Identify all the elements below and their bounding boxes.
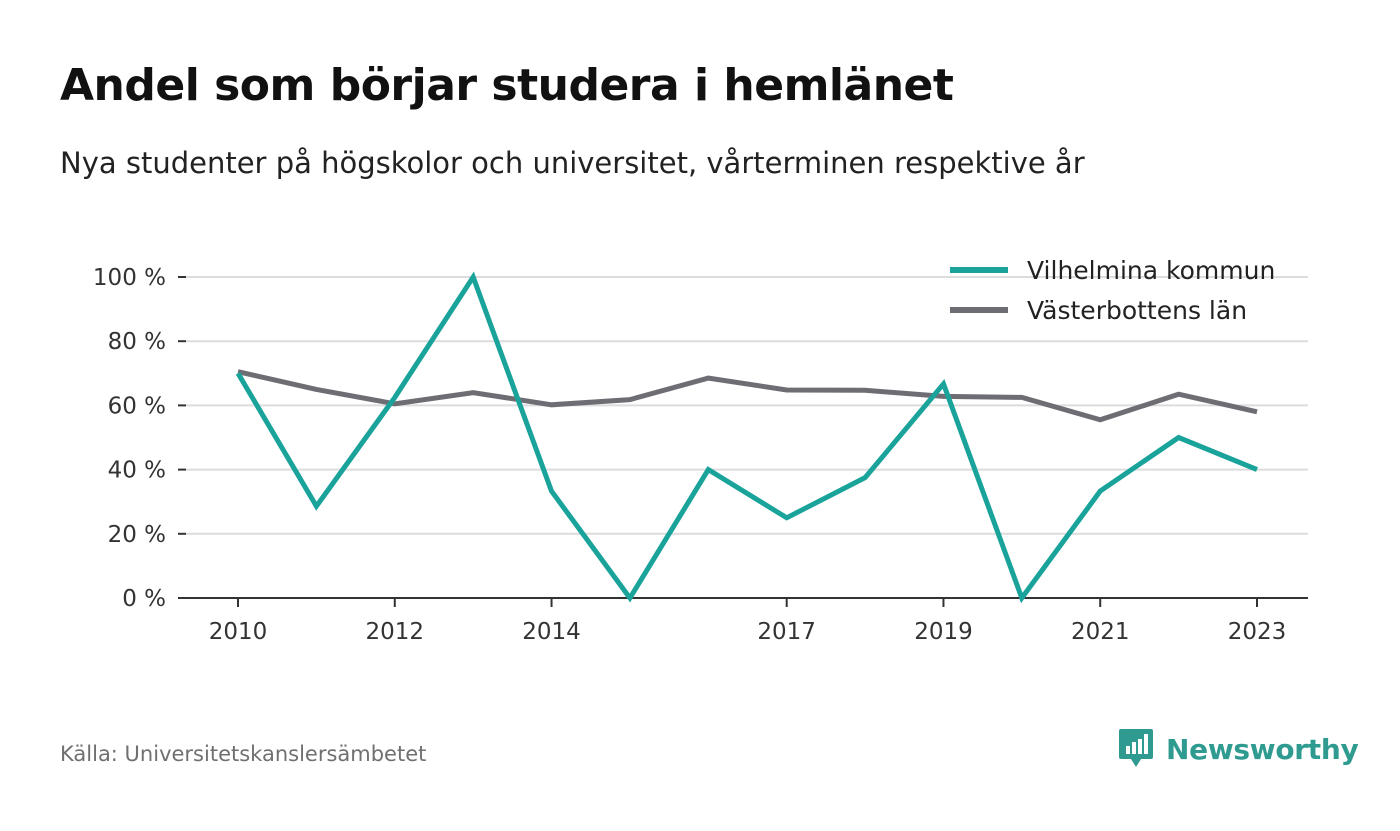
y-tick-label: 80 % <box>108 329 166 355</box>
x-axis-ticks: 2010 2012 2014 2017 2019 2021 2023 <box>209 598 1287 645</box>
series-line-vasterbotten <box>237 369 1258 423</box>
y-tick-label: 20 % <box>108 522 166 548</box>
chart-subtitle: Nya studenter på högskolor och universit… <box>60 146 1085 180</box>
brand-name: Newsworthy <box>1166 732 1359 766</box>
x-tick-label: 2021 <box>1071 619 1130 645</box>
y-tick-label: 100 % <box>93 265 166 291</box>
x-tick-label: 2012 <box>365 619 424 645</box>
y-tick-label: 40 % <box>108 458 166 484</box>
legend-label: Vilhelmina kommun <box>1027 256 1275 285</box>
series-lines <box>235 271 1258 604</box>
legend-item: Vilhelmina kommun <box>950 256 1275 285</box>
y-tick-label: 0 % <box>122 586 166 612</box>
chart-title: Andel som börjar studera i hemlänet <box>60 60 954 111</box>
x-tick-label: 2019 <box>914 619 973 645</box>
source-note: Källa: Universitetskanslersämbetet <box>60 742 427 766</box>
y-axis-ticks: 0 % 20 % 40 % 60 % 80 % 100 % <box>93 265 186 612</box>
line-chart: 0 %20 %40 %60 %80 %100 % 2010 2012 2014 201… <box>93 256 1308 645</box>
legend-item: Västerbottens län <box>950 296 1247 325</box>
x-tick-label: 2014 <box>522 619 581 645</box>
x-tick-label: 2017 <box>757 619 816 645</box>
x-tick-label: 2023 <box>1228 619 1287 645</box>
y-tick-label: 60 % <box>108 393 166 419</box>
series-line-vilhelmina <box>235 271 1258 604</box>
legend: Vilhelmina kommun Västerbottens län <box>950 256 1275 325</box>
brand: Newsworthy <box>1118 727 1359 771</box>
legend-label: Västerbottens län <box>1027 296 1247 325</box>
grid-lines <box>186 276 1308 535</box>
x-tick-label: 2010 <box>209 619 268 645</box>
newsworthy-logo-icon <box>1119 729 1153 767</box>
